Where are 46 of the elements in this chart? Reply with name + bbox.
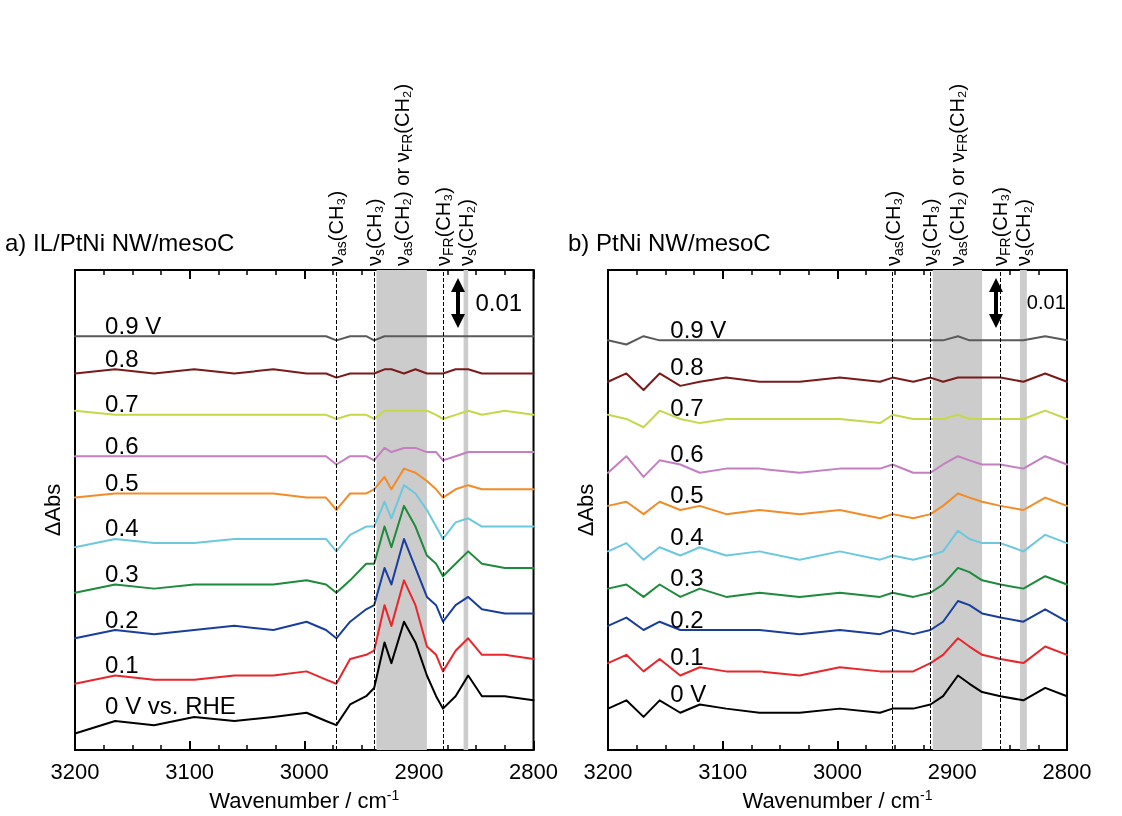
series-label: 0.9 V xyxy=(105,311,162,339)
series-label: 0.7 xyxy=(670,394,704,422)
series-label: 0.4 xyxy=(105,514,139,542)
x-tick-label: 2800 xyxy=(509,758,559,784)
y-axis-title: ΔAbs xyxy=(572,483,598,537)
text: 0.01 xyxy=(475,288,523,316)
band-label: νas(CH₂) or νFR(CH₂) xyxy=(390,83,415,266)
series-label: 0 V vs. RHE xyxy=(105,692,236,720)
x-tick-label: 3100 xyxy=(165,758,215,784)
x-tick-label: 3000 xyxy=(813,758,862,784)
x-tick-label: 3000 xyxy=(279,758,329,784)
series-label: 0.5 xyxy=(670,481,704,509)
series-label: 0.7 xyxy=(105,390,139,418)
ref-line-label: νas(CH₃) xyxy=(325,190,350,266)
series-label: 0.9 V xyxy=(670,315,727,343)
series-label: 0.4 xyxy=(670,522,704,550)
ref-line-label: νFR(CH₃) xyxy=(989,186,1014,266)
x-tick-label: 3100 xyxy=(698,758,748,784)
series-label: 0.6 xyxy=(105,431,139,459)
series-label: 0 V xyxy=(670,679,707,707)
x-tick-label: 3200 xyxy=(50,758,100,784)
series-label: 0.3 xyxy=(105,559,139,587)
text: 0.01 xyxy=(1026,291,1066,313)
series-label: 0.8 xyxy=(105,344,139,372)
x-tick-label: 2900 xyxy=(394,758,444,784)
series-label: 0.2 xyxy=(105,605,139,633)
band-label: νas(CH₂) or νFR(CH₂) xyxy=(946,83,971,266)
band-label: νs(CH₂) xyxy=(1012,199,1037,266)
ref-line-label: νs(CH₃) xyxy=(919,198,944,266)
series-label: 0.1 xyxy=(105,651,139,679)
x-tick-label: 2900 xyxy=(927,758,977,784)
x-tick-label: 3200 xyxy=(583,758,633,784)
series-label: 0.8 xyxy=(670,353,704,381)
series-label: 0.6 xyxy=(670,439,704,467)
ref-line-label: νs(CH₃) xyxy=(363,198,388,266)
x-tick-label: 2800 xyxy=(1042,758,1092,784)
chart-title: a) IL/PtNi NW/mesoC xyxy=(5,228,235,256)
series-label: 0.5 xyxy=(105,468,139,496)
y-axis-title: ΔAbs xyxy=(39,483,65,537)
ref-line-label: νFR(CH₃) xyxy=(431,186,456,266)
ref-line-label: νas(CH₃) xyxy=(881,190,906,266)
series-label: 0.2 xyxy=(670,605,704,633)
band-label: νs(CH₂) xyxy=(454,199,479,266)
chart-title: b) PtNi NW/mesoC xyxy=(568,228,771,256)
series-label: 0.1 xyxy=(670,642,704,670)
series-label: 0.3 xyxy=(670,564,704,592)
